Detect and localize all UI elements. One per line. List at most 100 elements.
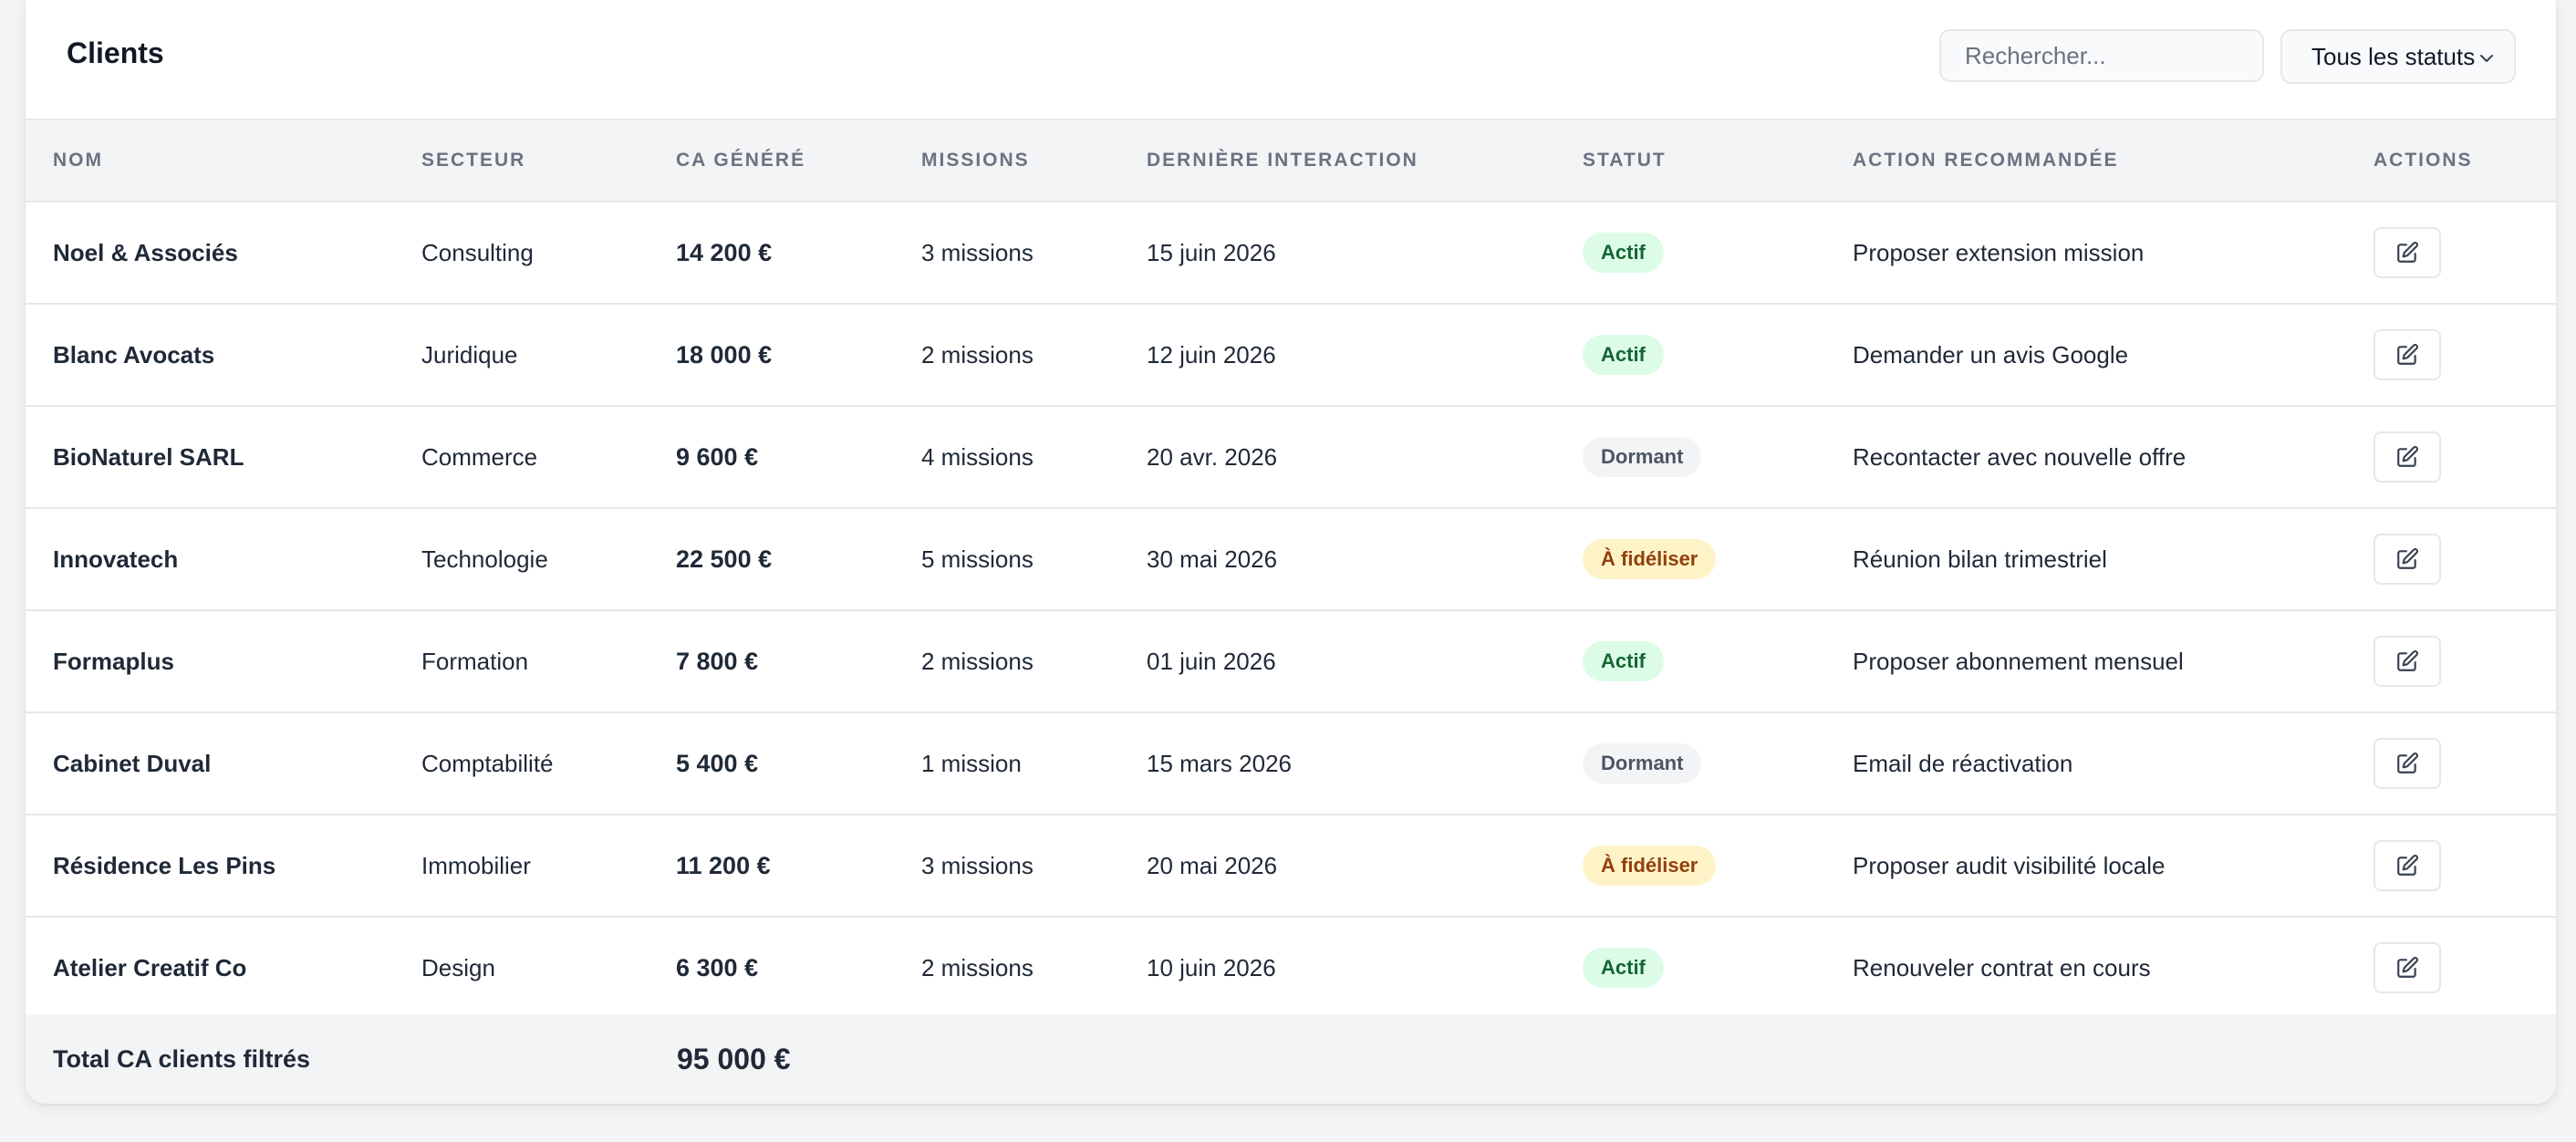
table-row[interactable]: Atelier Creatif Co Design 6 300 € 2 mission… xyxy=(26,918,2556,1020)
client-recommended-action: Demander un avis Google xyxy=(1853,340,2129,369)
column-header-actions: ACTIONS xyxy=(2373,150,2473,171)
client-status-cell: Actif xyxy=(1583,918,1664,1018)
edit-button[interactable] xyxy=(2373,534,2441,585)
total-value: 95 000 € xyxy=(677,1042,791,1075)
status-badge: Dormant xyxy=(1583,743,1702,784)
client-revenue: 22 500 € xyxy=(676,545,773,573)
total-label: Total CA clients filtrés xyxy=(53,1044,311,1073)
edit-icon xyxy=(2397,650,2418,671)
client-name: Cabinet Duval xyxy=(53,749,212,777)
client-last-interaction: 01 juin 2026 xyxy=(1147,647,1276,675)
status-filter-value: Tous les statuts xyxy=(2311,42,2476,70)
client-sector: Juridique xyxy=(421,340,518,369)
edit-icon xyxy=(2397,242,2418,263)
client-name: Noel & Associés xyxy=(53,238,238,266)
client-sector: Commerce xyxy=(421,442,538,471)
status-badge: Actif xyxy=(1583,641,1664,681)
client-status-cell: Actif xyxy=(1583,202,1664,303)
column-header-missions[interactable]: MISSIONS xyxy=(921,150,1030,171)
client-recommended-action: Réunion bilan trimestriel xyxy=(1853,545,2107,573)
client-missions: 3 missions xyxy=(921,238,1034,266)
edit-icon xyxy=(2397,548,2418,569)
edit-button[interactable] xyxy=(2373,636,2441,687)
client-status-cell: À fidéliser xyxy=(1583,509,1717,609)
client-revenue: 6 300 € xyxy=(676,953,759,981)
client-name: Résidence Les Pins xyxy=(53,851,276,879)
edit-button[interactable] xyxy=(2373,942,2441,993)
client-missions: 3 missions xyxy=(921,851,1034,879)
client-sector: Design xyxy=(421,953,495,981)
client-sector: Technologie xyxy=(421,545,548,573)
client-recommended-action: Proposer abonnement mensuel xyxy=(1853,647,2184,675)
table-row[interactable]: Innovatech Technologie 22 500 € 5 missions 3… xyxy=(26,509,2556,611)
client-revenue: 11 200 € xyxy=(676,851,771,879)
clients-card: Clients Tous les statuts NOM SECTEUR CA … xyxy=(26,0,2556,1104)
client-last-interaction: 30 mai 2026 xyxy=(1147,545,1278,573)
client-recommended-action: Proposer audit visibilité locale xyxy=(1853,851,2166,879)
status-badge: À fidéliser xyxy=(1583,539,1717,579)
page-title: Clients xyxy=(67,36,164,69)
edit-button[interactable] xyxy=(2373,738,2441,789)
column-header-action-recommandee: ACTION RECOMMANDÉE xyxy=(1853,150,2119,171)
client-sector: Immobilier xyxy=(421,851,531,879)
client-last-interaction: 15 juin 2026 xyxy=(1147,238,1276,266)
card-header: Clients Tous les statuts xyxy=(26,0,2556,120)
table-row[interactable]: Résidence Les Pins Immobilier 11 200 € 3 mi… xyxy=(26,815,2556,918)
client-recommended-action: Recontacter avec nouvelle offre xyxy=(1853,442,2186,471)
table-header: NOM SECTEUR CA GÉNÉRÉ MISSIONS DERNIÈRE … xyxy=(26,120,2556,202)
table-footer: Total CA clients filtrés 95 000 € xyxy=(26,1014,2556,1104)
edit-icon xyxy=(2397,753,2418,773)
edit-button[interactable] xyxy=(2373,431,2441,483)
edit-button[interactable] xyxy=(2373,329,2441,380)
client-revenue: 14 200 € xyxy=(676,238,773,266)
status-filter-select[interactable]: Tous les statuts xyxy=(2280,29,2516,84)
column-header-ca[interactable]: CA GÉNÉRÉ xyxy=(676,150,806,171)
column-header-derniere-interaction[interactable]: DERNIÈRE INTERACTION xyxy=(1147,150,1418,171)
status-badge: À fidéliser xyxy=(1583,846,1717,886)
client-revenue: 5 400 € xyxy=(676,749,759,777)
column-header-nom[interactable]: NOM xyxy=(53,150,103,171)
client-recommended-action: Proposer extension mission xyxy=(1853,238,2145,266)
client-name: Atelier Creatif Co xyxy=(53,953,247,981)
client-recommended-action: Email de réactivation xyxy=(1853,749,2073,777)
edit-icon xyxy=(2397,344,2418,365)
client-sector: Consulting xyxy=(421,238,534,266)
client-missions: 1 mission xyxy=(921,749,1022,777)
status-badge: Actif xyxy=(1583,948,1664,988)
status-badge: Actif xyxy=(1583,233,1664,273)
client-revenue: 9 600 € xyxy=(676,442,759,471)
search-input[interactable] xyxy=(1939,29,2264,82)
table-row[interactable]: Formaplus Formation 7 800 € 2 missions 01 ju… xyxy=(26,611,2556,713)
client-status-cell: À fidéliser xyxy=(1583,815,1717,916)
client-name: Innovatech xyxy=(53,545,179,573)
client-missions: 5 missions xyxy=(921,545,1034,573)
edit-button[interactable] xyxy=(2373,227,2441,278)
table-row[interactable]: Blanc Avocats Juridique 18 000 € 2 missions… xyxy=(26,305,2556,407)
edit-button[interactable] xyxy=(2373,840,2441,891)
client-sector: Formation xyxy=(421,647,529,675)
table-row[interactable]: Noel & Associés Consulting 14 200 € 3 missi… xyxy=(26,202,2556,305)
client-revenue: 18 000 € xyxy=(676,340,773,369)
client-last-interaction: 10 juin 2026 xyxy=(1147,953,1276,981)
client-missions: 2 missions xyxy=(921,953,1034,981)
client-status-cell: Dormant xyxy=(1583,407,1702,507)
client-last-interaction: 12 juin 2026 xyxy=(1147,340,1276,369)
client-status-cell: Dormant xyxy=(1583,713,1702,814)
client-recommended-action: Renouveler contrat en cours xyxy=(1853,953,2151,981)
client-status-cell: Actif xyxy=(1583,305,1664,405)
column-header-secteur[interactable]: SECTEUR xyxy=(421,150,526,171)
column-header-statut[interactable]: STATUT xyxy=(1583,150,1667,171)
client-missions: 2 missions xyxy=(921,340,1034,369)
client-last-interaction: 20 mai 2026 xyxy=(1147,851,1278,879)
client-last-interaction: 20 avr. 2026 xyxy=(1147,442,1278,471)
chevron-down-icon xyxy=(2480,55,2493,62)
edit-icon xyxy=(2397,446,2418,467)
status-badge: Actif xyxy=(1583,335,1664,375)
client-status-cell: Actif xyxy=(1583,611,1664,711)
client-name: Formaplus xyxy=(53,647,174,675)
table-row[interactable]: BioNaturel SARL Commerce 9 600 € 4 missions… xyxy=(26,407,2556,509)
client-missions: 2 missions xyxy=(921,647,1034,675)
client-missions: 4 missions xyxy=(921,442,1034,471)
client-name: Blanc Avocats xyxy=(53,340,215,369)
table-row[interactable]: Cabinet Duval Comptabilité 5 400 € 1 missio… xyxy=(26,713,2556,815)
